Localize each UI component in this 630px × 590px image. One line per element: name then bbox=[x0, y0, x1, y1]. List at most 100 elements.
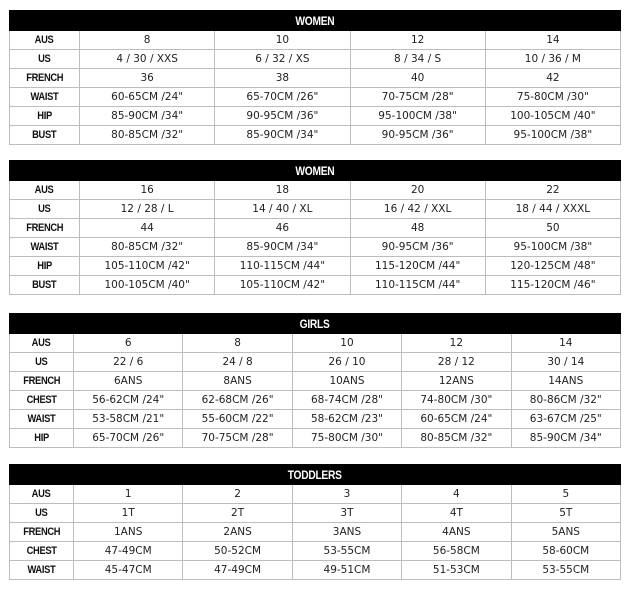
row-label: BUST bbox=[9, 275, 80, 295]
table-cell: 75-80CM /30" bbox=[484, 87, 622, 107]
table-cell: 3 bbox=[291, 484, 403, 504]
row-label-text: FRENCH bbox=[23, 375, 60, 387]
table-cell: 90-95CM /36" bbox=[349, 125, 486, 145]
table-cell: 12 / 28 / L bbox=[78, 199, 216, 219]
table-cell: 85-90CM /34" bbox=[214, 237, 351, 257]
table-cell: 8 bbox=[78, 30, 216, 50]
table-title-text: WOMEN bbox=[295, 163, 335, 178]
table-cell: 20 bbox=[349, 180, 486, 200]
table-row: BUST 100-105CM /40" 105-110CM /42" 110-115C… bbox=[9, 275, 622, 295]
table-cell: 53-58CM /21" bbox=[72, 409, 184, 429]
table-cell: 6ANS bbox=[72, 371, 184, 391]
table-cell: 100-105CM /40" bbox=[78, 275, 216, 295]
table-cell: 38 bbox=[214, 68, 351, 88]
table-title: TODDLERS bbox=[9, 464, 621, 485]
table-row: WAIST 80-85CM /32" 85-90CM /34" 90-95CM /36… bbox=[9, 237, 622, 257]
row-label: US bbox=[9, 199, 80, 219]
table-title: WOMEN bbox=[9, 160, 621, 181]
table-cell: 1T bbox=[72, 503, 184, 523]
table-row: US 12 / 28 / L 14 / 40 / XL 16 / 42 / XXL 18… bbox=[9, 199, 622, 219]
table-cell: 95-100CM /38" bbox=[484, 237, 622, 257]
table-cell: 85-90CM /34" bbox=[78, 106, 216, 126]
table-cell: 115-120CM /44" bbox=[349, 256, 486, 276]
table-cell: 10 / 36 / M bbox=[484, 49, 622, 69]
table-cell: 75-80CM /30" bbox=[291, 428, 403, 448]
table-cell: 1ANS bbox=[72, 522, 184, 542]
table-cell: 12 bbox=[401, 333, 512, 353]
table-cell: 12ANS bbox=[401, 371, 512, 391]
row-label-text: AUS bbox=[32, 337, 51, 349]
table-cell: 3T bbox=[291, 503, 403, 523]
table-cell: 60-65CM /24" bbox=[401, 409, 512, 429]
table-cell: 45-47CM bbox=[72, 560, 184, 580]
table-row: FRENCH 6ANS 8ANS 10ANS 12ANS 14ANS bbox=[9, 371, 622, 391]
table-cell: 5ANS bbox=[510, 522, 622, 542]
table-cell: 2T bbox=[182, 503, 293, 523]
row-label: CHEST bbox=[9, 390, 74, 410]
table-cell: 74-80CM /30" bbox=[401, 390, 512, 410]
table-cell: 46 bbox=[214, 218, 351, 238]
row-label-text: BUST bbox=[32, 129, 57, 141]
table-row: HIP 85-90CM /34" 90-95CM /36" 95-100CM /38"… bbox=[9, 106, 622, 126]
table-cell: 90-95CM /36" bbox=[349, 237, 486, 257]
table-cell: 22 / 6 bbox=[72, 352, 184, 372]
table-cell: 100-105CM /40" bbox=[484, 106, 622, 126]
row-label-text: FRENCH bbox=[26, 222, 63, 234]
table-cell: 58-60CM bbox=[510, 541, 622, 561]
row-label: FRENCH bbox=[9, 522, 74, 542]
table-cell: 10 bbox=[214, 30, 351, 50]
row-label-text: HIP bbox=[37, 260, 52, 272]
row-label-text: US bbox=[35, 356, 48, 368]
table-cell: 90-95CM /36" bbox=[214, 106, 351, 126]
row-label-text: WAIST bbox=[27, 564, 56, 576]
table-cell: 18 bbox=[214, 180, 351, 200]
row-label-text: FRENCH bbox=[23, 526, 60, 538]
table-row: CHEST 56-62CM /24" 62-68CM /26" 68-74CM /28… bbox=[9, 390, 622, 410]
row-label: CHEST bbox=[9, 541, 74, 561]
row-label: WAIST bbox=[9, 560, 74, 580]
row-label: HIP bbox=[9, 428, 74, 448]
row-label: US bbox=[9, 503, 74, 523]
table-cell: 80-85CM /32" bbox=[401, 428, 512, 448]
table-cell: 4ANS bbox=[401, 522, 512, 542]
table-cell: 4 bbox=[401, 484, 512, 504]
table-cell: 47-49CM bbox=[182, 560, 293, 580]
table-cell: 22 bbox=[484, 180, 622, 200]
table-cell: 47-49CM bbox=[72, 541, 184, 561]
table-cell: 95-100CM /38" bbox=[484, 125, 622, 145]
table-cell: 16 bbox=[78, 180, 216, 200]
row-label: HIP bbox=[9, 256, 80, 276]
table-cell: 70-75CM /28" bbox=[182, 428, 293, 448]
row-label-text: FRENCH bbox=[26, 72, 63, 84]
row-label-text: HIP bbox=[37, 110, 52, 122]
row-label-text: US bbox=[38, 53, 51, 65]
table-cell: 5 bbox=[510, 484, 622, 504]
table-cell: 56-62CM /24" bbox=[72, 390, 184, 410]
table-cell: 56-58CM bbox=[401, 541, 512, 561]
row-label: FRENCH bbox=[9, 68, 80, 88]
table-row: HIP 105-110CM /42" 110-115CM /44" 115-120CM… bbox=[9, 256, 622, 276]
table-cell: 48 bbox=[349, 218, 486, 238]
table-row: BUST 80-85CM /32" 85-90CM /34" 90-95CM /36"… bbox=[9, 125, 622, 145]
row-label: HIP bbox=[9, 106, 80, 126]
size-table-girls: GIRLS AUS 6 8 10 12 14 US 22 / 6 24 / 8 26 / 10 28 … bbox=[9, 313, 622, 448]
row-label: WAIST bbox=[9, 87, 80, 107]
table-cell: 12 bbox=[349, 30, 486, 50]
row-label-text: CHEST bbox=[26, 394, 57, 406]
table-cell: 3ANS bbox=[291, 522, 403, 542]
table-cell: 50-52CM bbox=[182, 541, 293, 561]
table-cell: 28 / 12 bbox=[401, 352, 512, 372]
table-cell: 68-74CM /28" bbox=[291, 390, 403, 410]
table-row: AUS 16 18 20 22 bbox=[9, 180, 622, 200]
row-label-text: AUS bbox=[35, 34, 54, 46]
table-title: WOMEN bbox=[9, 10, 621, 31]
table-row: US 1T 2T 3T 4T 5T bbox=[9, 503, 622, 523]
table-cell: 5T bbox=[510, 503, 622, 523]
row-label: AUS bbox=[9, 484, 74, 504]
table-title-text: TODDLERS bbox=[288, 467, 342, 482]
table-cell: 8 / 34 / S bbox=[349, 49, 486, 69]
table-cell: 26 / 10 bbox=[291, 352, 403, 372]
table-row: AUS 1 2 3 4 5 bbox=[9, 484, 622, 504]
table-cell: 58-62CM /23" bbox=[291, 409, 403, 429]
size-table-women: WOMEN AUS 8 10 12 14 US 4 / 30 / XXS 6 / 32 / XS… bbox=[9, 10, 622, 145]
